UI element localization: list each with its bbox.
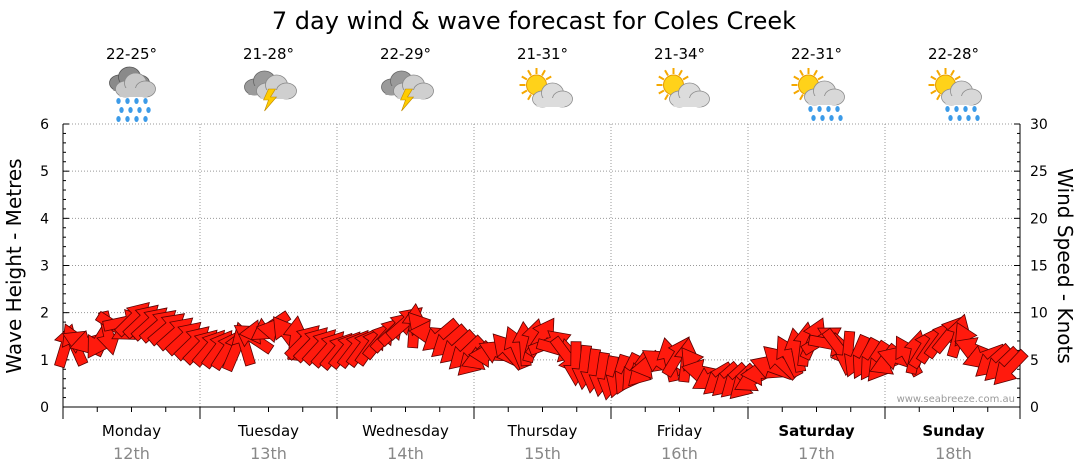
day-date-label: 17th	[798, 444, 835, 463]
chart-title: 7 day wind & wave forecast for Coles Cre…	[272, 7, 796, 35]
day-date-label: 16th	[661, 444, 698, 463]
right-tick-label: 5	[1030, 353, 1039, 369]
right-tick-label: 20	[1030, 211, 1048, 227]
temperature-range-label: 21-31°	[517, 45, 568, 63]
watermark-text: www.seabreeze.com.au	[897, 394, 1015, 405]
left-tick-label: 4	[40, 211, 49, 227]
day-labels: Monday 12th Tuesday 13th Wednesday 14th Thursd…	[102, 422, 985, 463]
temperature-range-label: 22-25°	[106, 45, 157, 63]
day-name-label: Tuesday	[237, 422, 299, 440]
left-tick-label: 0	[40, 400, 49, 416]
storm-cloud-icon	[381, 70, 434, 112]
sun-cloud-icon	[519, 68, 573, 108]
day-name-label: Wednesday	[362, 422, 449, 440]
sun-rain-icon	[928, 68, 982, 121]
right-tick-label: 15	[1030, 259, 1048, 275]
right-axis-title: Wind Speed - Knots	[1053, 168, 1077, 364]
left-tick-label: 1	[40, 353, 49, 369]
day-date-label: 13th	[250, 444, 287, 463]
day-date-label: 18th	[935, 444, 972, 463]
daily-weather-strip: 22-25° 21-28° 22-29° 21-31° 21-34° 22-31° 22-2…	[106, 45, 982, 122]
day-name-label: Friday	[657, 422, 703, 440]
day-date-label: 12th	[113, 444, 150, 463]
temperature-range-label: 22-28°	[928, 45, 979, 63]
sun-rain-icon	[791, 68, 845, 121]
left-tick-label: 6	[40, 117, 49, 133]
right-tick-label: 0	[1030, 400, 1039, 416]
temperature-range-label: 21-34°	[654, 45, 705, 63]
day-date-label: 15th	[524, 444, 561, 463]
day-name-label: Monday	[102, 422, 161, 440]
day-date-label: 14th	[387, 444, 424, 463]
right-tick-label: 25	[1030, 164, 1048, 180]
right-axis-ticks: 0 5 10 15 20 25 30	[1030, 117, 1048, 416]
wind-arrows	[53, 301, 1029, 401]
temperature-range-label: 22-29°	[380, 45, 431, 63]
day-name-label: Saturday	[778, 422, 855, 440]
temperature-range-label: 21-28°	[243, 45, 294, 63]
right-tick-label: 30	[1030, 117, 1048, 133]
wind-arrow	[993, 348, 1029, 386]
left-axis-title: Wave Height - Metres	[2, 158, 26, 373]
right-tick-label: 10	[1030, 306, 1048, 322]
left-axis-ticks: 0 1 2 3 4 5 6	[40, 117, 49, 416]
left-tick-label: 5	[40, 164, 49, 180]
left-tick-label: 3	[40, 259, 49, 275]
temperature-range-label: 22-31°	[791, 45, 842, 63]
storm-cloud-icon	[244, 70, 297, 112]
sun-cloud-icon	[656, 68, 710, 108]
day-name-label: Sunday	[922, 422, 985, 440]
left-tick-label: 2	[40, 306, 49, 322]
rain-cloud-icon	[109, 66, 156, 122]
day-name-label: Thursday	[507, 422, 578, 440]
